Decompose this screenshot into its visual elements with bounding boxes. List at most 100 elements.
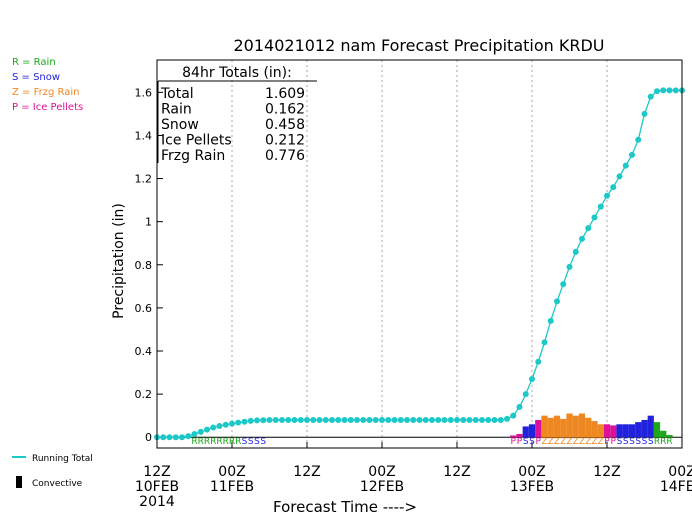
running-total-point (492, 417, 498, 423)
totals-row-label: Snow (161, 117, 199, 133)
running-total-point (529, 376, 535, 382)
y-tick-label: 0.2 (135, 388, 153, 401)
precip-bar (641, 420, 647, 437)
type-code-letter: Z (598, 437, 604, 447)
type-code-letter: Z (591, 437, 597, 447)
running-total-point (210, 425, 216, 431)
totals-row-label: Ice Pellets (161, 133, 232, 149)
x-tick-label: 13FEB (510, 479, 554, 495)
running-total-point (560, 281, 566, 287)
x-tick-label: 12Z (593, 464, 620, 480)
totals-row-value: 1.609 (265, 86, 305, 102)
type-code-letter: S (635, 437, 641, 447)
precip-bar (629, 424, 635, 437)
type-code-letter: S (623, 437, 629, 447)
running-total-point (429, 417, 435, 423)
running-total-point (373, 417, 379, 423)
convective-legend-label: Convective (32, 479, 83, 489)
precip-bar (573, 416, 579, 438)
running-total-point (323, 417, 329, 423)
precip-bar (554, 416, 560, 438)
type-key-entry: S = Snow (12, 72, 60, 83)
running-total-point (354, 417, 360, 423)
totals-row-label: Rain (161, 102, 192, 118)
precip-bar (604, 424, 610, 437)
running-total-point (235, 420, 241, 426)
running-total-point (598, 204, 604, 210)
type-code-letter: Z (554, 437, 560, 447)
running-total-point (260, 417, 266, 423)
running-total-point (179, 434, 185, 440)
precip-bar (635, 422, 641, 437)
totals-row-label: Frzg Rain (161, 148, 225, 164)
type-code-letter: Z (541, 437, 547, 447)
running-total-point (267, 417, 273, 423)
running-total-point (279, 417, 285, 423)
running-total-point (573, 249, 579, 255)
running-total-point (379, 417, 385, 423)
running-total-point (285, 417, 291, 423)
running-total-point (642, 111, 648, 117)
precip-bar (529, 424, 535, 437)
running-total-point (335, 417, 341, 423)
running-total-point (623, 163, 629, 169)
totals-row-value: 0.212 (265, 133, 305, 149)
running-total-point (617, 173, 623, 179)
totals-row-value: 0.776 (265, 148, 305, 164)
running-total-point (329, 417, 335, 423)
running-total-point (185, 433, 191, 439)
x-tick-label: 00Z (518, 464, 545, 480)
convective-swatch (16, 476, 22, 488)
type-code-letter: Z (566, 437, 572, 447)
running-total-point (667, 87, 673, 93)
type-code-letter: P (511, 437, 517, 447)
running-total-point (348, 417, 354, 423)
precip-bar (598, 424, 604, 437)
type-code-letter: R (235, 437, 241, 447)
running-total-point (229, 421, 235, 427)
running-total-point (548, 318, 554, 324)
running-total-point (504, 416, 510, 422)
running-total-point (485, 417, 491, 423)
totals-row-label: Total (160, 86, 194, 102)
running-total-point (523, 391, 529, 397)
precip-bar (585, 418, 591, 437)
precip-bar (610, 425, 616, 437)
running-total-point (342, 417, 348, 423)
type-code-letter: P (611, 437, 617, 447)
precip-bar (535, 420, 541, 437)
running-total-point (673, 87, 679, 93)
x-tick-label: 00Z (218, 464, 245, 480)
precip-bar (566, 414, 572, 438)
running-total-point (204, 427, 210, 433)
type-code-letter: P (517, 437, 523, 447)
y-tick-label: 1.2 (135, 173, 153, 186)
running-total-point (360, 417, 366, 423)
running-total-point (292, 417, 298, 423)
running-total-point (304, 417, 310, 423)
hourly-precip-bars (510, 414, 673, 438)
type-key-entry: P = Ice Pellets (12, 102, 83, 113)
running-total-point (535, 359, 541, 365)
running-total-point (423, 417, 429, 423)
type-code-letter: S (248, 437, 254, 447)
running-total-point (517, 404, 523, 410)
precip-bar (654, 422, 660, 437)
running-total-line (157, 90, 682, 437)
running-total-legend-label: Running Total (32, 454, 93, 464)
x-tick-label: 12Z (293, 464, 320, 480)
precip-bar (523, 426, 529, 437)
running-total-point (448, 417, 454, 423)
running-total-point (242, 419, 248, 425)
running-total-point (592, 214, 598, 220)
running-total-point (542, 339, 548, 345)
type-code-letter: S (629, 437, 635, 447)
totals-row-value: 0.162 (265, 102, 305, 118)
x-axis-label: Forecast Time ----> (273, 498, 417, 516)
type-code-letter: S (523, 437, 529, 447)
type-key-entry: R = Rain (12, 57, 56, 68)
running-total-point (167, 434, 173, 440)
